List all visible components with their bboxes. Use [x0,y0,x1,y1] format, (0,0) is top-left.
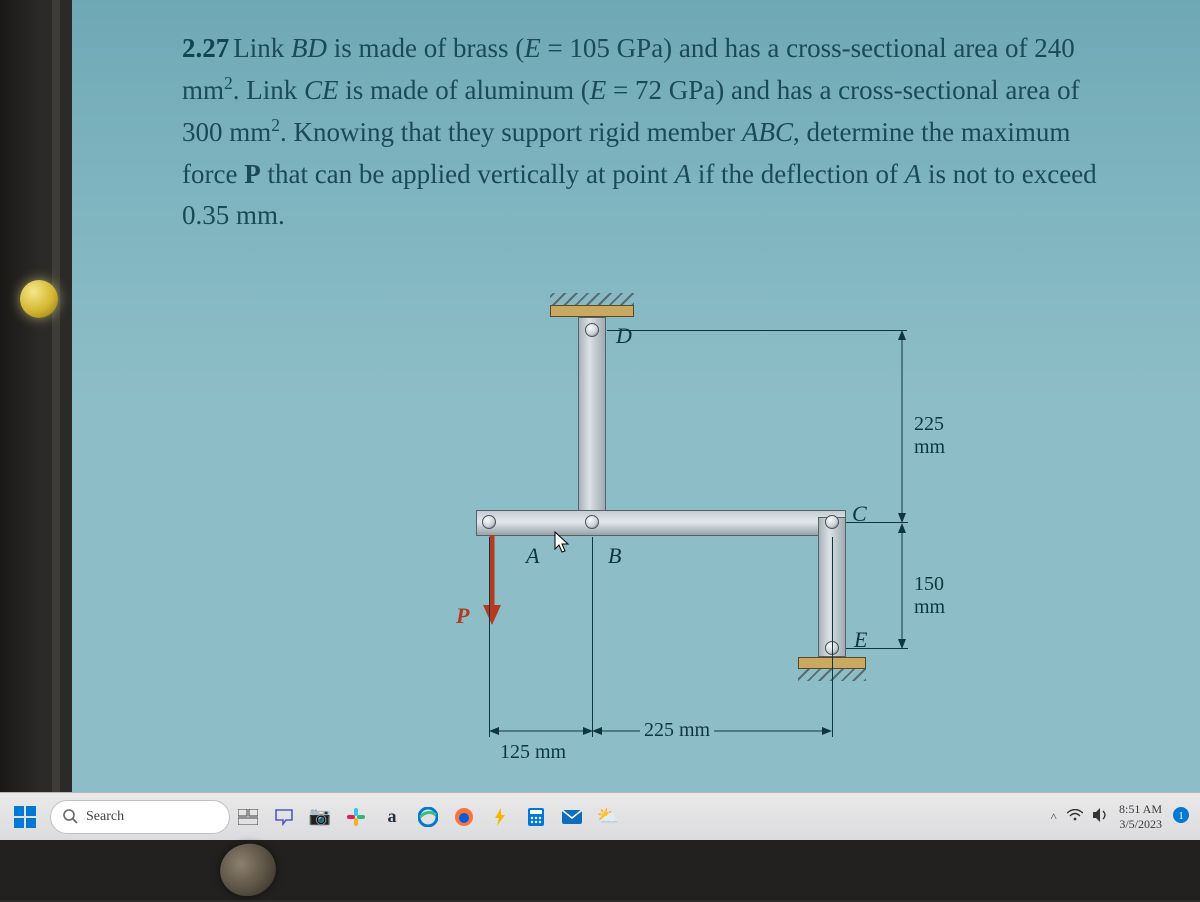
problem-number: 2.27 [182,33,229,63]
problem-body: Link BD is made of brass (E = 105 GPa) a… [182,33,1097,230]
pin-d [585,323,599,337]
tray-clock[interactable]: 8:51 AM 3/5/2023 [1119,802,1162,831]
fixed-support-top [550,305,634,317]
dim-ce [894,523,910,654]
search-icon [63,809,78,824]
pin-b [585,515,599,529]
ext-line-a [489,537,490,737]
label-e: E [854,627,867,653]
windows-taskbar: Search 📷 a ⛅ ˄ 8:51 AM 3/5/2023 1 [0,792,1200,840]
mouse-cursor-icon [554,531,570,553]
svg-text:1: 1 [1178,810,1184,822]
tray-chevron-icon[interactable]: ˄ [1050,809,1057,824]
figure: D A B C E P 125 mm 225 mm 225 mm 150 mm [442,305,962,795]
ext-line-d-h [607,330,907,331]
system-tray: ˄ 8:51 AM 3/5/2023 1 [1050,802,1200,831]
dim-bd-text: 225 mm [914,413,962,459]
pin-c [825,515,839,529]
label-c: C [852,501,867,527]
ext-line-c [832,537,833,737]
dim-bc-text: 225 mm [640,719,714,742]
photo-edge [0,0,60,810]
calculator-icon[interactable] [518,799,554,835]
wifi-icon[interactable] [1067,809,1083,825]
tray-date: 3/5/2023 [1119,817,1162,831]
dim-ce-text: 150 mm [914,573,962,619]
dim-ab-text: 125 mm [500,741,566,764]
power-icon[interactable] [482,799,518,835]
mail-icon[interactable] [554,799,590,835]
label-p: P [456,603,469,629]
link-bd [578,317,606,517]
label-b: B [608,543,621,569]
search-placeholder: Search [86,809,124,825]
ext-line-b [592,537,593,737]
desk-surface [0,840,1200,900]
textbook-page: 2.27 Link BD is made of brass (E = 105 G… [72,0,1200,810]
label-d: D [616,323,632,349]
taskbar-search[interactable]: Search [50,800,230,834]
weather-icon[interactable]: ⛅ [590,799,626,835]
task-view-icon[interactable] [230,799,266,835]
start-button[interactable] [3,797,47,837]
camera-icon[interactable]: 📷 [302,799,338,835]
fixed-support-top-hatch [550,293,634,305]
amazon-icon[interactable]: a [374,799,410,835]
edge-icon[interactable] [410,799,446,835]
pin-a [482,515,496,529]
dim-bd [894,330,910,528]
problem-statement: 2.27 Link BD is made of brass (E = 105 G… [182,28,1102,237]
label-a: A [526,543,539,569]
force-p-arrow [480,535,504,625]
windows-icon [14,806,36,828]
notifications-icon[interactable]: 1 [1172,806,1190,828]
slack-icon[interactable] [338,799,374,835]
chat-icon[interactable] [266,799,302,835]
tray-time: 8:51 AM [1119,802,1162,816]
firefox-icon[interactable] [446,799,482,835]
member-abc [476,510,846,536]
volume-icon[interactable] [1093,808,1109,826]
